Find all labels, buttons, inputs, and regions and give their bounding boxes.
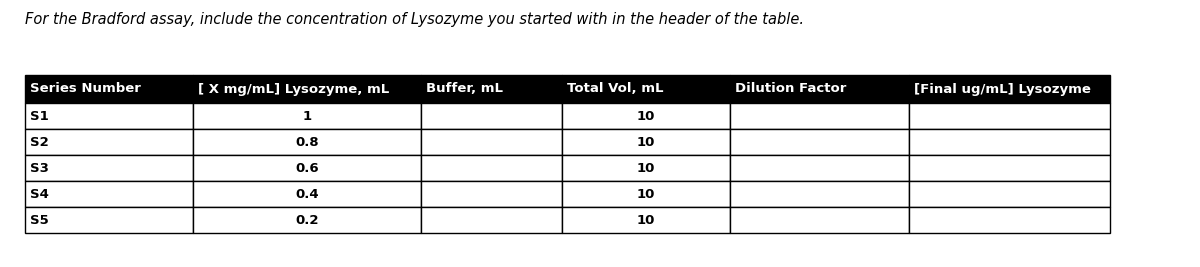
Bar <box>562 155 730 181</box>
Bar <box>25 181 193 207</box>
Bar <box>25 155 193 181</box>
Text: Total Vol, mL: Total Vol, mL <box>568 83 664 96</box>
Bar <box>562 75 730 103</box>
Bar <box>421 103 562 129</box>
Text: 10: 10 <box>637 135 655 148</box>
Text: S3: S3 <box>30 162 49 175</box>
Bar <box>910 155 1110 181</box>
Text: [Final ug/mL] Lysozyme: [Final ug/mL] Lysozyme <box>914 83 1091 96</box>
Text: Buffer, mL: Buffer, mL <box>426 83 503 96</box>
Bar <box>421 155 562 181</box>
Text: 0.8: 0.8 <box>295 135 319 148</box>
Text: 10: 10 <box>637 109 655 123</box>
Text: 0.2: 0.2 <box>295 214 319 226</box>
Text: 1: 1 <box>302 109 312 123</box>
Bar <box>910 75 1110 103</box>
Bar <box>562 129 730 155</box>
Bar <box>421 129 562 155</box>
Text: [ X mg/mL] Lysozyme, mL: [ X mg/mL] Lysozyme, mL <box>198 83 389 96</box>
Text: Series Number: Series Number <box>30 83 140 96</box>
Bar <box>421 181 562 207</box>
Text: S5: S5 <box>30 214 49 226</box>
Text: 10: 10 <box>637 214 655 226</box>
Bar <box>25 103 193 129</box>
Bar <box>25 207 193 233</box>
Bar <box>730 103 910 129</box>
Text: 10: 10 <box>637 187 655 201</box>
Text: 0.4: 0.4 <box>295 187 319 201</box>
Bar <box>25 129 193 155</box>
Bar <box>562 103 730 129</box>
Text: S4: S4 <box>30 187 49 201</box>
Text: S1: S1 <box>30 109 49 123</box>
Bar <box>193 207 421 233</box>
Bar <box>910 129 1110 155</box>
Bar <box>730 155 910 181</box>
Text: S2: S2 <box>30 135 49 148</box>
Bar <box>25 75 193 103</box>
Bar <box>562 207 730 233</box>
Bar <box>910 181 1110 207</box>
Bar <box>730 129 910 155</box>
Bar <box>193 129 421 155</box>
Bar <box>193 155 421 181</box>
Bar <box>730 181 910 207</box>
Text: For the Bradford assay, include the concentration of Lysozyme you started with i: For the Bradford assay, include the conc… <box>25 12 804 27</box>
Bar <box>910 207 1110 233</box>
Bar <box>193 103 421 129</box>
Bar <box>193 75 421 103</box>
Text: 0.6: 0.6 <box>295 162 319 175</box>
Bar <box>193 181 421 207</box>
Bar <box>910 103 1110 129</box>
Bar <box>562 181 730 207</box>
Text: Dilution Factor: Dilution Factor <box>734 83 846 96</box>
Bar <box>421 207 562 233</box>
Text: 10: 10 <box>637 162 655 175</box>
Bar <box>730 207 910 233</box>
Bar <box>730 75 910 103</box>
Bar <box>421 75 562 103</box>
